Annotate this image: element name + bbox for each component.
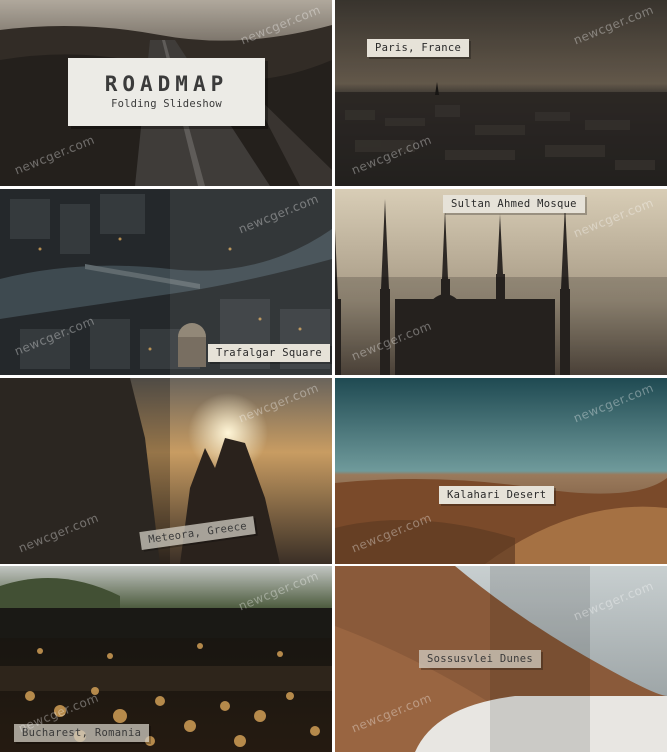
tile-mosque: Sultan Ahmed Mosque newcger.com newcger.… xyxy=(335,189,667,375)
bucharest-image xyxy=(0,566,332,752)
london-image xyxy=(0,189,332,375)
location-label: Bucharest, Romania xyxy=(14,724,150,742)
tile-london: Trafalgar Square newcger.com newcger.com xyxy=(0,189,332,375)
location-label: Kalahari Desert xyxy=(439,486,555,504)
tile-kalahari: Kalahari Desert newcger.com newcger.com xyxy=(335,378,667,564)
tile-bucharest: Bucharest, Romania newcger.com newcger.c… xyxy=(0,566,332,752)
location-label: Sossusvlei Dunes xyxy=(419,650,541,668)
mosque-image xyxy=(335,189,667,375)
tile-road: ROADMAP Folding Slideshow newcger.com ne… xyxy=(0,0,332,186)
tile-meteora: Meteora, Greece newcger.com newcger.com xyxy=(0,378,332,564)
tile-sossusvlei: Sossusvlei Dunes newcger.com newcger.com xyxy=(335,566,667,752)
title-card-subtitle: Folding Slideshow xyxy=(111,98,222,110)
location-label: Paris, France xyxy=(367,39,470,57)
paris-image xyxy=(335,0,667,186)
location-label: Sultan Ahmed Mosque xyxy=(443,195,585,213)
kalahari-image xyxy=(335,378,667,564)
title-card: ROADMAP Folding Slideshow xyxy=(68,58,265,126)
location-label: Trafalgar Square xyxy=(208,344,330,362)
tile-paris: Paris, France newcger.com newcger.com xyxy=(335,0,667,186)
title-card-title: ROADMAP xyxy=(104,72,229,96)
